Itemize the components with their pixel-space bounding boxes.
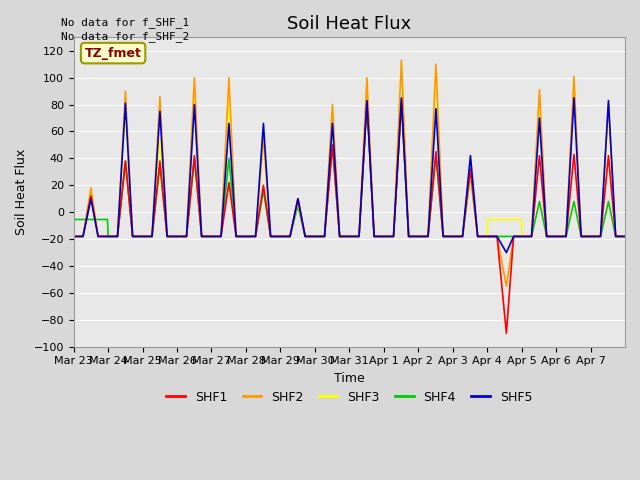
SHF4 (264, 215, 271, 221)
SHF4 (135, 234, 143, 240)
SHF2 (397, 57, 405, 63)
SHF1 (397, 97, 405, 103)
Title: Soil Heat Flux: Soil Heat Flux (287, 15, 412, 33)
SHF1 (134, 234, 142, 240)
SHF3 (621, 234, 629, 240)
SHF4 (363, 99, 371, 105)
SHF2 (236, 234, 244, 240)
SHF2 (70, 234, 77, 240)
X-axis label: Time: Time (334, 372, 365, 385)
SHF2 (438, 199, 445, 205)
Text: TZ_fmet: TZ_fmet (84, 47, 141, 60)
SHF5 (236, 234, 244, 240)
SHF1 (502, 330, 510, 336)
SHF5 (438, 208, 445, 214)
SHF5 (502, 250, 510, 255)
Line: SHF5: SHF5 (74, 98, 625, 252)
SHF3 (236, 234, 244, 240)
SHF5 (70, 234, 77, 240)
Line: SHF4: SHF4 (74, 102, 625, 237)
SHF2 (621, 234, 629, 240)
SHF4 (408, 234, 415, 240)
SHF2 (407, 234, 415, 240)
SHF1 (621, 234, 629, 240)
SHF5 (397, 95, 405, 101)
SHF5 (621, 234, 629, 240)
SHF5 (263, 177, 271, 183)
SHF3 (134, 234, 142, 240)
SHF4 (285, 234, 292, 240)
SHF4 (621, 234, 629, 240)
SHF2 (263, 183, 271, 189)
SHF1 (236, 234, 244, 240)
Line: SHF1: SHF1 (74, 100, 625, 333)
SHF3 (263, 186, 271, 192)
Text: No data for f_SHF_1: No data for f_SHF_1 (61, 17, 189, 28)
SHF3 (284, 234, 292, 240)
SHF3 (70, 234, 77, 240)
SHF5 (284, 234, 292, 240)
SHF3 (438, 200, 445, 205)
SHF1 (438, 216, 445, 222)
Line: SHF2: SHF2 (74, 60, 625, 286)
SHF1 (263, 208, 271, 214)
SHF1 (407, 234, 415, 240)
Legend: SHF1, SHF2, SHF3, SHF4, SHF5: SHF1, SHF2, SHF3, SHF4, SHF5 (161, 385, 537, 408)
SHF1 (284, 234, 292, 240)
Text: No data for f_SHF_2: No data for f_SHF_2 (61, 31, 189, 42)
SHF4 (438, 226, 446, 231)
SHF2 (502, 283, 510, 289)
Line: SHF3: SHF3 (74, 64, 625, 237)
SHF4 (104, 234, 112, 240)
SHF4 (70, 216, 77, 222)
Y-axis label: Soil Heat Flux: Soil Heat Flux (15, 149, 28, 235)
SHF3 (407, 234, 415, 240)
SHF1 (70, 234, 77, 240)
SHF5 (134, 234, 142, 240)
SHF4 (237, 234, 244, 240)
SHF3 (397, 61, 405, 67)
SHF2 (284, 234, 292, 240)
SHF5 (407, 234, 415, 240)
SHF2 (134, 234, 142, 240)
